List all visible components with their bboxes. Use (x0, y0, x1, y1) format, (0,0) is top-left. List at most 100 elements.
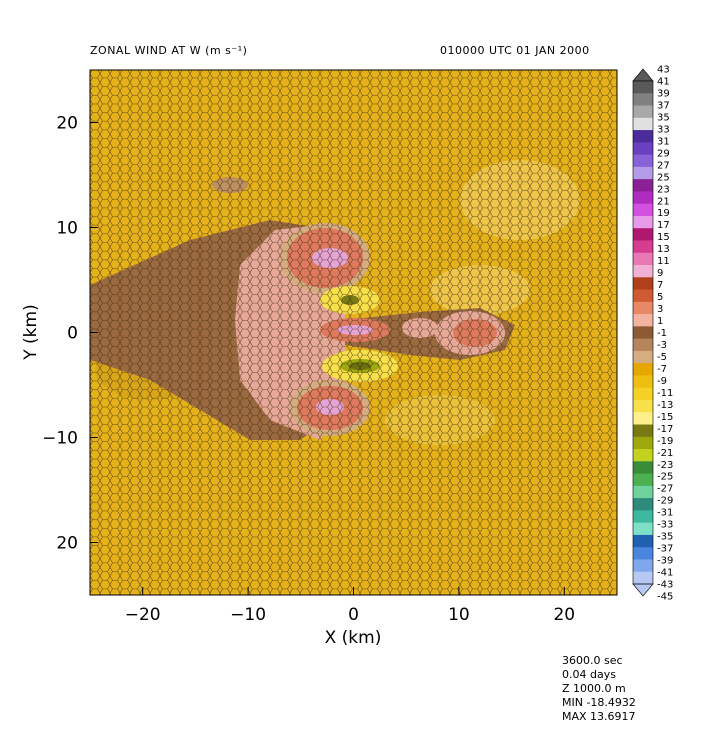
colorbar-label: 43 (657, 65, 670, 76)
colorbar-label: 5 (657, 292, 663, 303)
colorbar-swatch (633, 228, 653, 241)
plot-title: ZONAL WIND AT W (m s⁻¹) (90, 44, 248, 57)
colorbar-label: 29 (657, 148, 670, 159)
colorbar-label: -29 (657, 496, 673, 507)
info-max: MAX 13.6917 (562, 710, 636, 723)
plot-info: 3600.0 sec 0.04 days Z 1000.0 m MIN -18.… (562, 654, 636, 724)
colorbar-label: -21 (657, 448, 673, 459)
colorbar-label: 11 (657, 256, 670, 267)
colorbar-label: -31 (657, 508, 673, 519)
colorbar-swatch (633, 534, 653, 548)
colorbar-swatch (633, 375, 653, 389)
colorbar-swatch (633, 436, 653, 450)
colorbar-label: 25 (657, 172, 670, 183)
colorbar-label: 15 (657, 232, 670, 243)
colorbar-swatch (633, 93, 653, 106)
colorbar-label: -11 (657, 388, 673, 399)
y-axis: 20 10 0 −10 20 (42, 114, 98, 554)
colorbar-swatch (633, 412, 653, 425)
colorbar-label: -9 (657, 376, 667, 387)
y-tick-label: 10 (56, 219, 78, 239)
colorbar-swatch (633, 154, 653, 168)
colorbar-min-arrow (632, 583, 654, 597)
colorbar-label: 27 (657, 160, 670, 171)
y-tick-label: 0 (67, 324, 78, 344)
colorbar: 434139373533312927252321191715131197531-… (632, 65, 673, 603)
colorbar-swatch (633, 117, 653, 131)
colorbar-swatch (633, 142, 653, 156)
colorbar-swatch (633, 277, 653, 290)
colorbar-label: 23 (657, 184, 670, 195)
colorbar-label: -37 (657, 544, 673, 555)
colorbar-label: 9 (657, 268, 663, 279)
colorbar-swatch (633, 191, 653, 205)
colorbar-label: 41 (657, 76, 670, 87)
colorbar-label: 21 (657, 196, 670, 207)
y-tick-label: 20 (56, 534, 78, 554)
colorbar-label: 35 (657, 112, 670, 123)
colorbar-swatch (633, 510, 653, 524)
colorbar-swatch (633, 265, 653, 278)
x-tick-label: 20 (553, 605, 575, 625)
colorbar-swatch (633, 547, 653, 560)
x-tick-label: 10 (448, 605, 470, 625)
colorbar-label: 37 (657, 100, 670, 111)
field-layer (90, 70, 617, 595)
colorbar-label: -19 (657, 436, 673, 447)
y-tick-label: 20 (56, 114, 78, 134)
colorbar-swatch (633, 326, 653, 340)
colorbar-swatch (633, 473, 653, 487)
colorbar-swatch (633, 314, 653, 327)
colorbar-swatch (633, 522, 653, 536)
colorbar-label: -15 (657, 412, 673, 423)
info-min: MIN -18.4932 (562, 696, 636, 709)
colorbar-label: -23 (657, 460, 673, 471)
colorbar-swatch (633, 449, 653, 462)
colorbar-swatch (633, 461, 653, 474)
colorbar-swatch (633, 81, 653, 94)
info-days: 0.04 days (562, 668, 616, 681)
colorbar-label: -5 (657, 352, 667, 363)
colorbar-swatch (633, 571, 653, 585)
colorbar-frame (632, 80, 654, 585)
colorbar-label: -45 (657, 592, 673, 603)
colorbar-label: 1 (657, 316, 663, 327)
colorbar-swatch (633, 105, 653, 119)
colorbar-swatch (633, 203, 653, 217)
colorbar-swatch (633, 215, 653, 229)
x-tick-label: −20 (125, 605, 161, 625)
info-height: Z 1000.0 m (562, 682, 626, 695)
colorbar-label: -17 (657, 424, 673, 435)
x-axis-label: X (km) (325, 628, 382, 648)
colorbar-label: -7 (657, 364, 667, 375)
colorbar-label: 33 (657, 124, 670, 135)
colorbar-swatch (633, 485, 653, 499)
colorbar-swatch (633, 130, 653, 143)
colorbar-swatch (633, 179, 653, 192)
colorbar-label: -43 (657, 580, 673, 591)
colorbar-label: 17 (657, 220, 670, 231)
colorbar-swatch (633, 399, 653, 413)
colorbar-label: 19 (657, 208, 670, 219)
colorbar-label: -41 (657, 568, 673, 579)
x-tick-label: −10 (230, 605, 266, 625)
colorbar-swatch (633, 289, 653, 303)
colorbar-swatch (633, 350, 653, 364)
colorbar-max-arrow (632, 68, 654, 82)
x-tick-label: 0 (348, 605, 359, 625)
colorbar-label: -35 (657, 532, 673, 543)
colorbar-label: 31 (657, 136, 670, 147)
colorbar-swatch (633, 252, 653, 266)
colorbar-label: 13 (657, 244, 670, 255)
colorbar-swatch (633, 338, 653, 352)
colorbar-swatch (633, 166, 653, 180)
colorbar-swatch (633, 301, 653, 315)
colorbar-swatch (633, 363, 653, 376)
colorbar-label: 39 (657, 88, 670, 99)
colorbar-label: 3 (657, 304, 663, 315)
colorbar-swatch (633, 424, 653, 438)
colorbar-swatch (633, 387, 653, 401)
colorbar-label: -1 (657, 328, 667, 339)
colorbar-label: -33 (657, 520, 673, 531)
